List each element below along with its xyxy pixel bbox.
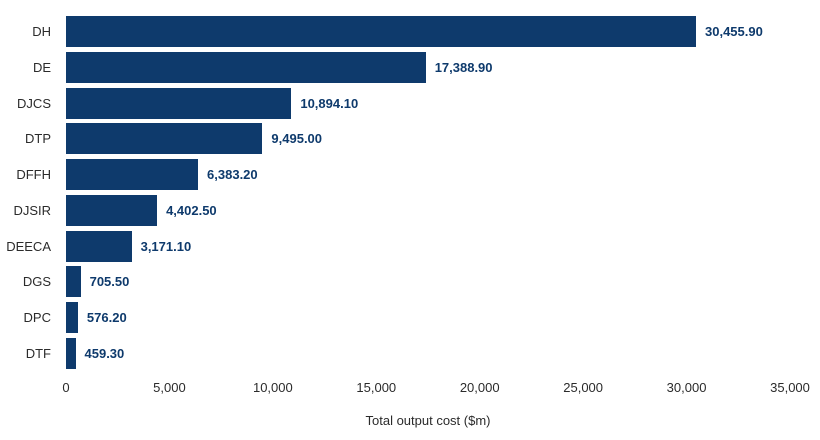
bar-row: DGS 705.50 [0,264,790,300]
x-axis-tick-label: 0 [62,380,70,395]
bar [66,194,158,226]
bar [66,87,292,119]
value-label: 9,495.00 [271,131,323,147]
x-axis-tick-label: 30,000 [666,380,707,395]
value-label: 10,894.10 [300,95,359,111]
bar-row: DE 17,388.90 [0,50,790,86]
bar [66,230,132,262]
bar [66,52,426,84]
bar-track: 17,388.90 [66,52,790,84]
bar-row: DPC 576.20 [0,300,790,336]
x-axis: 0 5,000 10,000 15,000 20,000 25,000 30,0… [62,380,810,396]
x-axis-tick-label: 15,000 [356,380,397,395]
value-label: 6,383.20 [207,167,258,183]
bar-track: 9,495.00 [66,123,790,155]
value-label: 3,171.10 [140,238,192,254]
value-label: 4,402.50 [166,202,217,218]
bar-row: DJSIR 4,402.50 [0,193,790,229]
value-label: 705.50 [89,274,130,290]
category-label: DTF [25,345,51,361]
bar-row: DJCS 10,894.10 [0,85,790,121]
x-axis-tick-label: 5,000 [153,380,186,395]
category-label: DJSIR [13,202,51,218]
bar-row: DFFH 6,383.20 [0,157,790,193]
category-label: DE [32,60,51,76]
bar-track: 705.50 [66,266,790,298]
bar [66,16,696,48]
category-label: DEECA [6,238,51,254]
category-label: DH [32,24,51,40]
bar-row: DTP 9,495.00 [0,121,790,157]
category-label: DGS [22,274,51,290]
bar-track: 30,455.90 [66,16,790,48]
bar [66,123,263,155]
value-label: 17,388.90 [434,60,493,76]
bar-row: DTF 459.30 [0,335,790,371]
plot-area: DH 30,455.90 DE 17,388.90 DJCS 10,894.10… [0,14,790,371]
bar [66,266,81,298]
x-axis-tick-label: 20,000 [459,380,500,395]
value-label: 576.20 [86,309,127,325]
x-axis-tick-label: 10,000 [252,380,293,395]
x-axis-tick-label: 35,000 [770,380,810,395]
bar-track: 3,171.10 [66,230,790,262]
bar-row: DEECA 3,171.10 [0,228,790,264]
bar [66,159,199,191]
bar-track: 10,894.10 [66,87,790,119]
category-label: DFFH [16,167,51,183]
x-axis-title: Total output cost ($m) [365,413,491,428]
bar-track: 576.20 [66,301,790,333]
value-label: 459.30 [84,345,125,361]
value-label: 30,455.90 [705,24,763,40]
bar [66,337,76,369]
category-label: DJCS [17,95,51,111]
x-axis-tick-label: 25,000 [563,380,604,395]
bar-track: 4,402.50 [66,194,790,226]
category-label: DPC [23,309,51,325]
bar-track: 459.30 [66,337,790,369]
bar-track: 6,383.20 [66,159,790,191]
bar-row: DH 30,455.90 [0,14,790,50]
category-label: DTP [25,131,51,147]
bar [66,301,78,333]
